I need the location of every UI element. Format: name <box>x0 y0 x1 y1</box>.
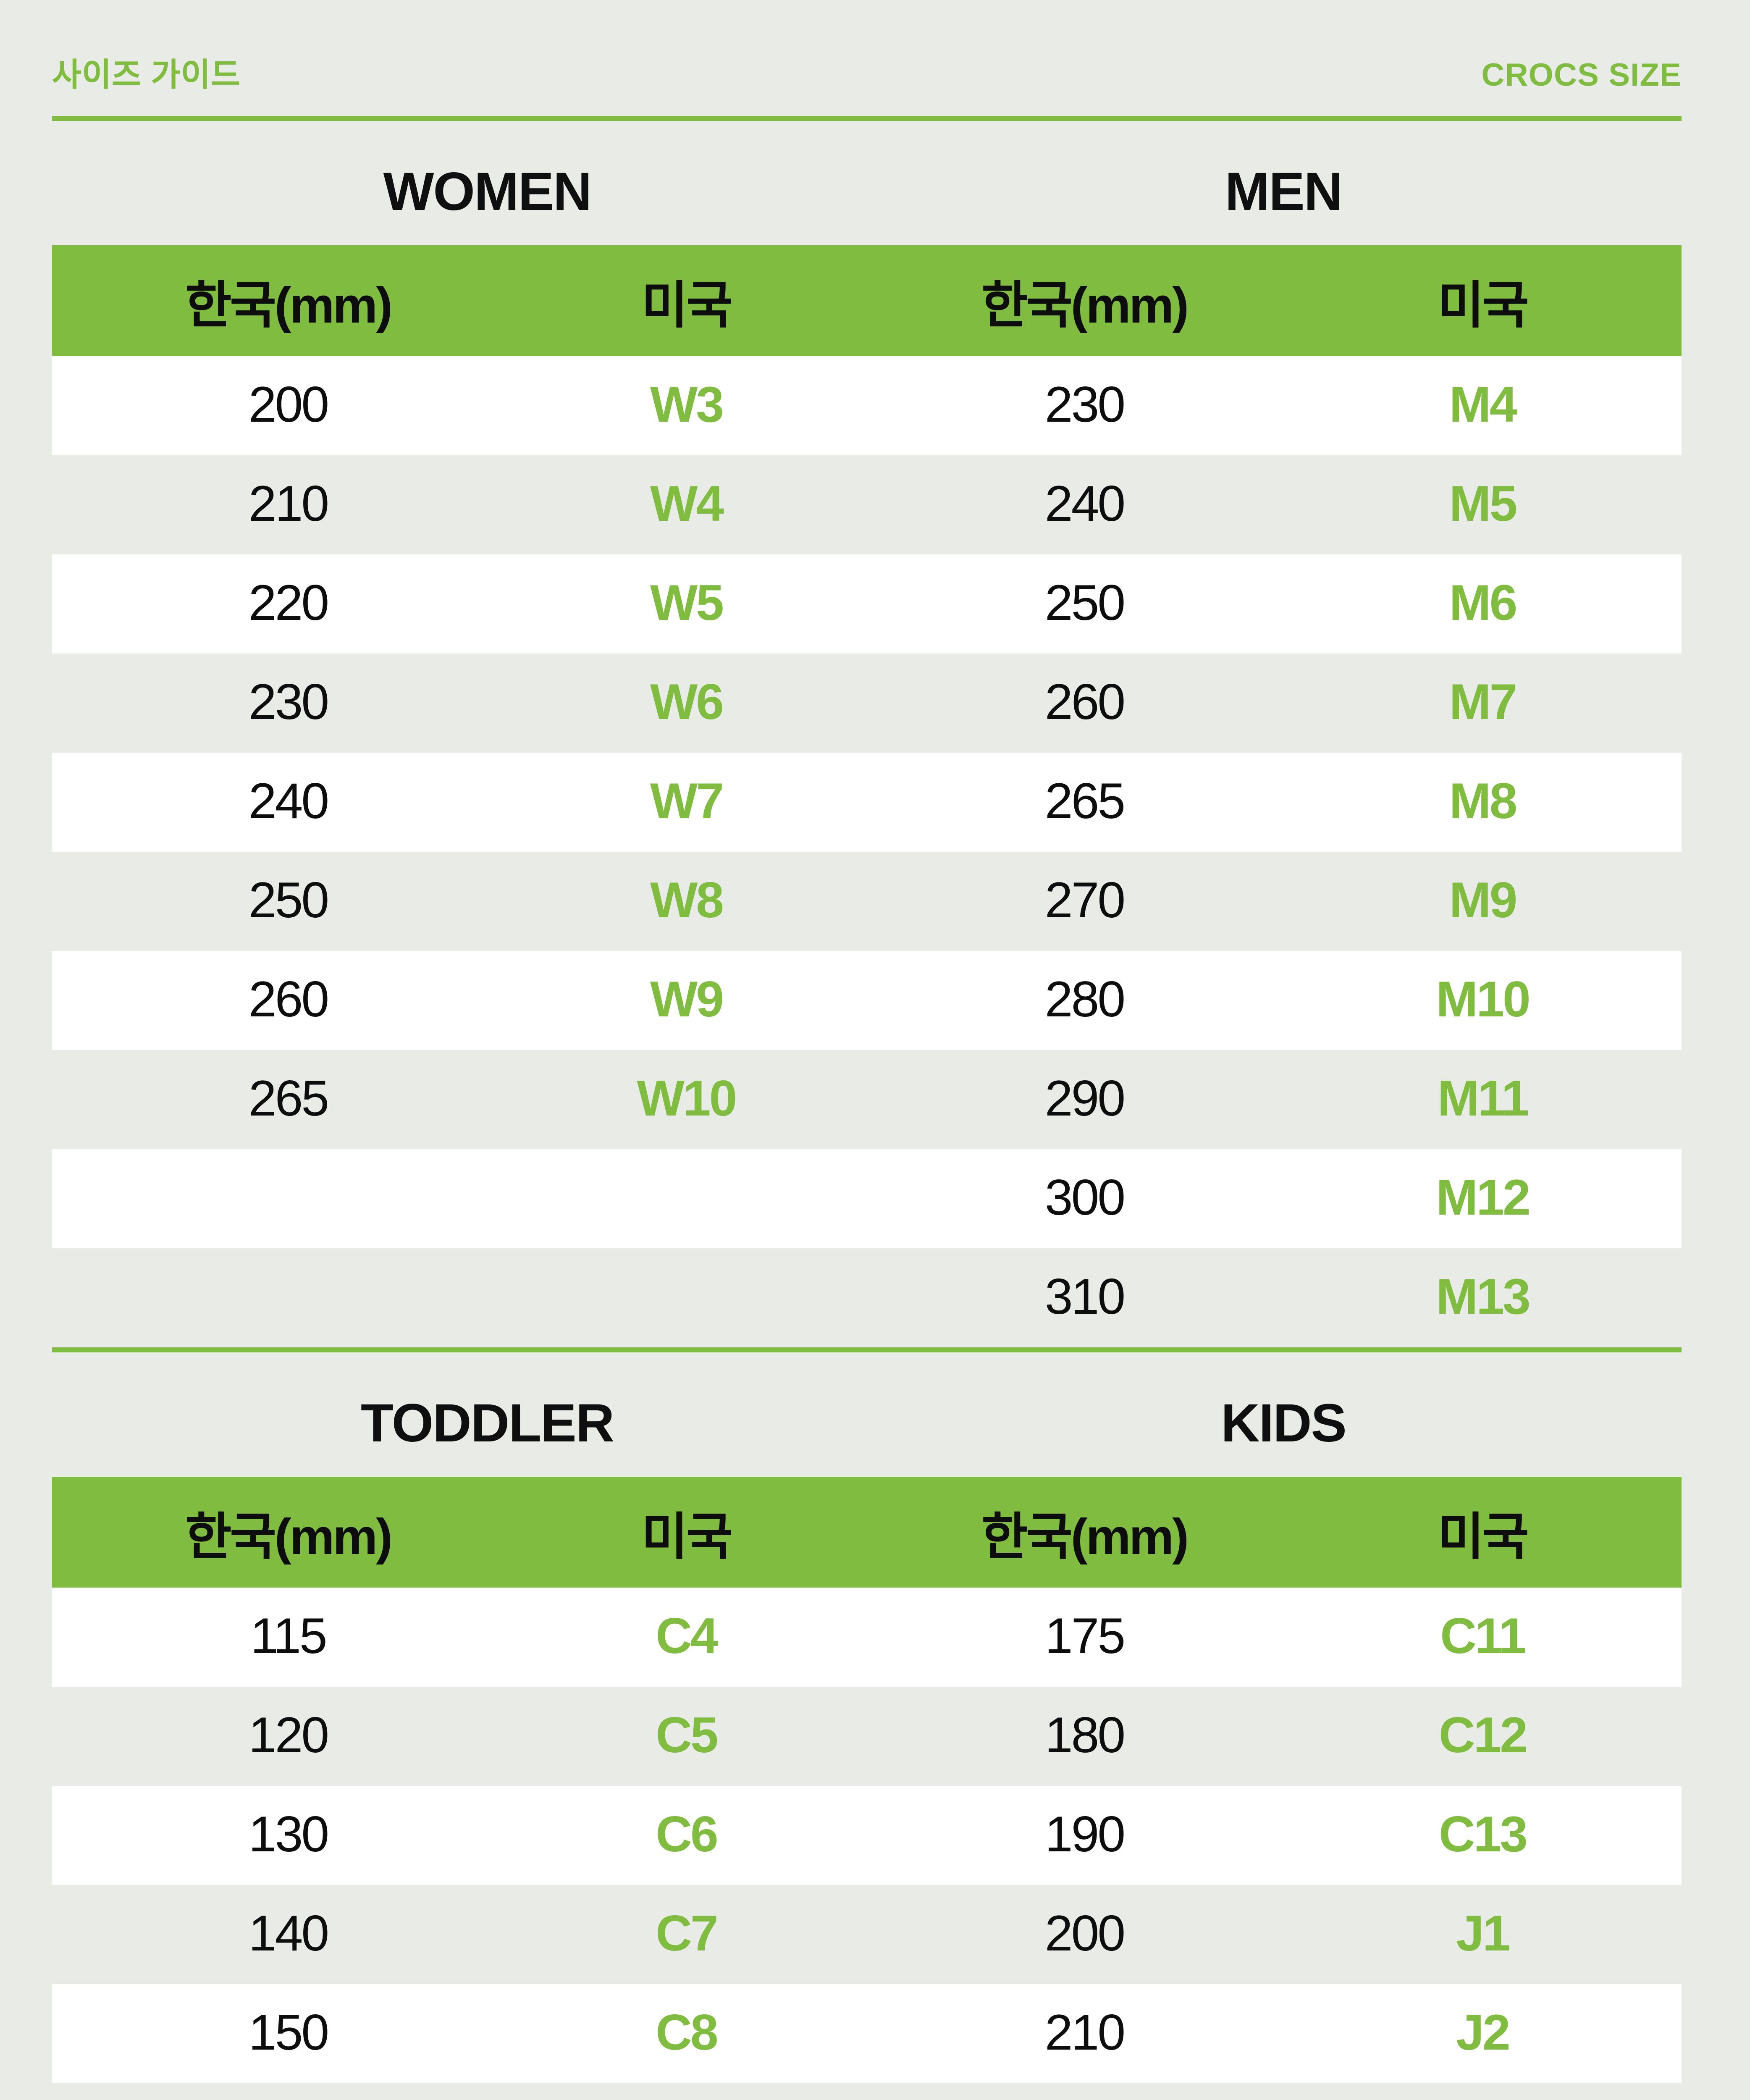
table-row: 250 W8 270 M9 <box>52 852 1682 951</box>
header-rule <box>52 116 1682 121</box>
kr-size-value: 230 <box>248 675 329 730</box>
us-size-value: M5 <box>1449 476 1518 532</box>
kr-size-value: 140 <box>248 1906 329 1961</box>
us-size-value: W7 <box>650 774 724 829</box>
us-size-value: M9 <box>1449 873 1518 928</box>
kr-size-value: 265 <box>1044 774 1126 829</box>
us-size-value: W10 <box>637 1071 737 1126</box>
kr-size-value: 250 <box>1044 575 1126 631</box>
us-size-value: W8 <box>650 873 724 928</box>
table-row: 260 W9 280 M10 <box>52 951 1682 1050</box>
kr-size-value: 220 <box>248 575 329 631</box>
kr-size-value: 175 <box>1044 1609 1126 1664</box>
us-size-value: W4 <box>650 476 724 532</box>
table-header-row: 한국(mm) 미국 한국(mm) 미국 <box>52 245 1682 356</box>
kr-size-value: 210 <box>1044 2005 1126 2061</box>
table-row: 155C9220J3 <box>52 2083 1682 2100</box>
table-row: 310 M13 <box>52 1248 1682 1347</box>
kr-size-value: 310 <box>1044 1269 1126 1325</box>
kr-size-value: 265 <box>248 1071 329 1126</box>
size-guide-title: 사이즈 가이드 <box>52 59 241 94</box>
column-header-kr: 한국(mm) <box>185 279 393 334</box>
us-size-value: C4 <box>656 1609 718 1664</box>
kr-size-value: 250 <box>248 873 329 928</box>
kr-size-value: 260 <box>1044 675 1126 730</box>
table-row: 300 M12 <box>52 1149 1682 1248</box>
table-header-row: 한국(mm) 미국 한국(mm) 미국 <box>52 1477 1682 1588</box>
kr-size-value: 300 <box>1044 1170 1126 1226</box>
table-row: 140 C7 200 J1 <box>52 1885 1682 1984</box>
header-bar: 사이즈 가이드 CROCS SIZE <box>52 0 1682 96</box>
crocs-size-title: CROCS SIZE <box>1481 59 1682 94</box>
table-row: 120 C5 180 C12 <box>52 1687 1682 1786</box>
us-size-value: W5 <box>650 575 724 631</box>
us-size-value: C5 <box>656 1708 718 1763</box>
kr-size-value: 115 <box>250 1609 327 1664</box>
us-size-value: C11 <box>1440 1609 1527 1664</box>
kr-size-value: 200 <box>1044 1906 1126 1961</box>
table-row: 210 W4 240 M5 <box>52 455 1682 554</box>
table-row: 150 C8 210 J2 <box>52 1984 1682 2083</box>
table-row: 240 W7 265 M8 <box>52 753 1682 852</box>
column-header-us: 미국 <box>1438 279 1529 334</box>
kr-size-value: 210 <box>248 476 329 532</box>
us-size-value: M8 <box>1449 774 1518 829</box>
section-women-men: WOMEN MEN 한국(mm) 미국 한국(mm) 미국 200 W3 230 M4… <box>52 161 1682 1347</box>
kr-size-value: 240 <box>1044 476 1126 532</box>
kr-size-value: 130 <box>248 1807 329 1862</box>
table-row: 200 W3 230 M4 <box>52 356 1682 455</box>
column-header-us: 미국 <box>641 1510 733 1566</box>
section-divider <box>52 1347 1682 1352</box>
us-size-value: M11 <box>1437 1071 1530 1126</box>
us-size-value: M4 <box>1449 377 1518 433</box>
kr-size-value: 200 <box>248 377 329 433</box>
kr-size-value: 290 <box>1044 1071 1126 1126</box>
us-size-value: W3 <box>650 377 724 433</box>
section-title-kids: KIDS <box>1221 1393 1347 1453</box>
us-size-value: C6 <box>656 1807 718 1862</box>
us-size-value: C12 <box>1438 1708 1528 1763</box>
kr-size-value: 240 <box>248 774 329 829</box>
table-row: 220 W5 250 M6 <box>52 554 1682 654</box>
section-title-men: MEN <box>1225 161 1343 222</box>
table-body-toddler-kids: 115 C4 175 C11 120 C5 180 C12 130 C6 190 C13 140 C7 20… <box>52 1588 1682 2100</box>
us-size-value: M7 <box>1449 675 1518 730</box>
section-titles: WOMEN MEN <box>52 161 1682 222</box>
section-title-toddler: TODDLER <box>360 1393 614 1453</box>
table-row: 115 C4 175 C11 <box>52 1588 1682 1687</box>
us-size-value: W9 <box>650 972 724 1027</box>
us-size-value: J1 <box>1456 1906 1511 1961</box>
us-size-value: J2 <box>1456 2005 1511 2061</box>
table-row: 265 W10 290 M11 <box>52 1050 1682 1149</box>
table-row: 230 W6 260 M7 <box>52 654 1682 753</box>
column-header-us: 미국 <box>641 279 733 334</box>
section-titles: TODDLER KIDS <box>52 1393 1682 1453</box>
kr-size-value: 150 <box>248 2005 329 2061</box>
kr-size-value: 190 <box>1044 1807 1126 1862</box>
section-toddler-kids: TODDLER KIDS 한국(mm) 미국 한국(mm) 미국 115 C4 17… <box>52 1393 1682 2100</box>
kr-size-value: 260 <box>248 972 329 1027</box>
table-row: 130 C6 190 C13 <box>52 1786 1682 1885</box>
us-size-value: C7 <box>656 1906 718 1961</box>
kr-size-value: 180 <box>1044 1708 1126 1763</box>
us-size-value: M13 <box>1436 1269 1530 1325</box>
us-size-value: M6 <box>1449 575 1518 631</box>
column-header-us: 미국 <box>1438 1510 1529 1566</box>
us-size-value: M12 <box>1436 1170 1530 1226</box>
kr-size-value: 280 <box>1044 972 1126 1027</box>
column-header-kr: 한국(mm) <box>981 1510 1189 1566</box>
column-header-kr: 한국(mm) <box>981 279 1189 334</box>
table-body-women-men: 200 W3 230 M4 210 W4 240 M5 220 W5 250 M6 230 W6 260 M7… <box>52 356 1682 1347</box>
kr-size-value: 230 <box>1044 377 1126 433</box>
kr-size-value: 270 <box>1044 873 1126 928</box>
kr-size-value: 120 <box>248 1708 329 1763</box>
us-size-value: C8 <box>656 2005 718 2061</box>
section-title-women: WOMEN <box>383 161 592 222</box>
us-size-value: M10 <box>1436 972 1530 1027</box>
us-size-value: W6 <box>650 675 724 730</box>
us-size-value: C13 <box>1438 1807 1528 1862</box>
column-header-kr: 한국(mm) <box>185 1510 393 1566</box>
